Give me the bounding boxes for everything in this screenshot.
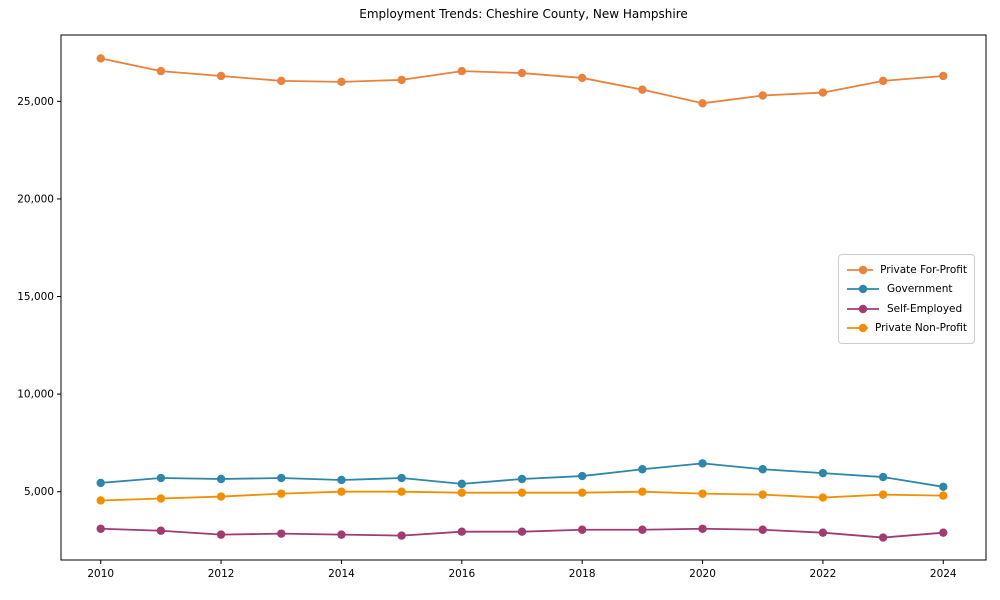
legend-item-self-employed: Self-Employed <box>846 299 967 319</box>
x-tick-label: 2014 <box>328 568 355 580</box>
data-point-government <box>156 473 166 483</box>
data-point-private-non-profit <box>758 490 767 499</box>
data-point-government <box>878 472 888 482</box>
data-point-private-non-profit <box>397 487 406 496</box>
data-point-self-employed <box>698 524 707 533</box>
legend-item-private-non-profit: Private Non-Profit <box>846 319 967 339</box>
data-point-private-for-profit <box>577 73 587 83</box>
legend-line-marker-icon <box>847 304 879 313</box>
data-point-private-for-profit <box>939 71 948 81</box>
data-point-government <box>758 465 767 474</box>
data-point-private-non-profit <box>337 487 346 496</box>
y-tick-label: 25,000 <box>17 96 54 108</box>
data-point-private-non-profit <box>216 492 226 501</box>
legend-item-private-for-profit: Private For-Profit <box>846 260 967 280</box>
x-tick-label: 2010 <box>87 568 114 580</box>
data-point-government <box>939 482 948 492</box>
legend: Private For-Profit Government Self-Emplo… <box>838 254 975 344</box>
data-point-private-for-profit <box>96 54 105 63</box>
legend-label: Private Non-Profit <box>874 322 967 335</box>
x-tick-label: 2012 <box>208 568 235 580</box>
data-point-government <box>337 475 346 485</box>
y-tick-label: 20,000 <box>17 193 54 205</box>
legend-label: Private For-Profit <box>880 263 967 276</box>
data-point-government <box>96 478 105 488</box>
data-point-private-non-profit <box>577 488 587 497</box>
data-point-self-employed <box>457 527 467 536</box>
data-point-private-for-profit <box>818 88 828 97</box>
y-tick-label: 15,000 <box>17 291 54 303</box>
data-point-private-non-profit <box>638 487 647 496</box>
series-line-private-for-profit <box>99 57 945 105</box>
data-point-private-for-profit <box>878 76 888 86</box>
data-point-private-for-profit <box>216 71 226 81</box>
data-point-private-for-profit <box>638 85 647 94</box>
data-point-private-for-profit <box>698 99 707 108</box>
legend-item-government: Government <box>846 280 967 300</box>
data-point-private-non-profit <box>818 493 828 502</box>
axes-frame <box>60 34 987 561</box>
y-tick-label: 10,000 <box>17 389 54 401</box>
data-point-self-employed <box>337 530 346 539</box>
data-point-private-non-profit <box>156 494 166 503</box>
data-point-private-for-profit <box>397 75 406 85</box>
data-point-private-for-profit <box>517 68 527 78</box>
chart-title: Employment Trends: Cheshire County, New … <box>359 7 688 21</box>
data-point-self-employed <box>216 530 226 539</box>
data-point-self-employed <box>156 526 166 535</box>
x-tick-label: 2016 <box>448 568 475 580</box>
data-point-private-for-profit <box>758 91 767 100</box>
data-point-private-for-profit <box>337 77 346 87</box>
data-point-private-non-profit <box>878 490 888 499</box>
data-point-self-employed <box>818 528 828 537</box>
legend-label: Self-Employed <box>887 302 963 315</box>
x-tick-label: 2020 <box>689 568 716 580</box>
legend-line-marker-icon <box>847 285 879 294</box>
data-point-self-employed <box>577 525 587 534</box>
data-point-government <box>698 459 707 468</box>
data-point-private-for-profit <box>457 66 467 76</box>
x-tick-label: 2022 <box>810 568 837 580</box>
data-point-private-non-profit <box>939 491 948 500</box>
legend-line-marker-icon <box>847 324 868 333</box>
data-point-private-non-profit <box>457 488 467 497</box>
data-point-government <box>457 479 467 489</box>
data-point-self-employed <box>638 525 647 534</box>
data-point-self-employed <box>517 527 527 536</box>
data-point-private-for-profit <box>156 66 166 76</box>
data-point-self-employed <box>758 525 767 534</box>
data-point-government <box>517 474 527 484</box>
y-tick-label: 5,000 <box>24 486 54 498</box>
legend-label: Government <box>887 283 953 296</box>
data-point-self-employed <box>878 533 888 542</box>
data-point-self-employed <box>277 529 286 538</box>
x-tick-label: 2024 <box>930 568 957 580</box>
data-point-government <box>638 465 647 474</box>
data-point-government <box>397 473 406 483</box>
data-point-government <box>577 471 587 481</box>
data-point-government <box>216 474 226 484</box>
data-point-government <box>277 473 286 483</box>
data-point-private-for-profit <box>277 76 286 86</box>
data-point-private-non-profit <box>277 489 286 498</box>
data-point-self-employed <box>939 528 948 537</box>
data-point-private-non-profit <box>96 496 105 505</box>
data-point-private-non-profit <box>517 488 527 497</box>
data-point-government <box>818 468 828 478</box>
data-point-self-employed <box>96 524 105 533</box>
legend-line-marker-icon <box>847 265 874 274</box>
data-point-private-non-profit <box>698 489 707 498</box>
data-point-self-employed <box>397 531 406 540</box>
x-tick-label: 2018 <box>569 568 596 580</box>
